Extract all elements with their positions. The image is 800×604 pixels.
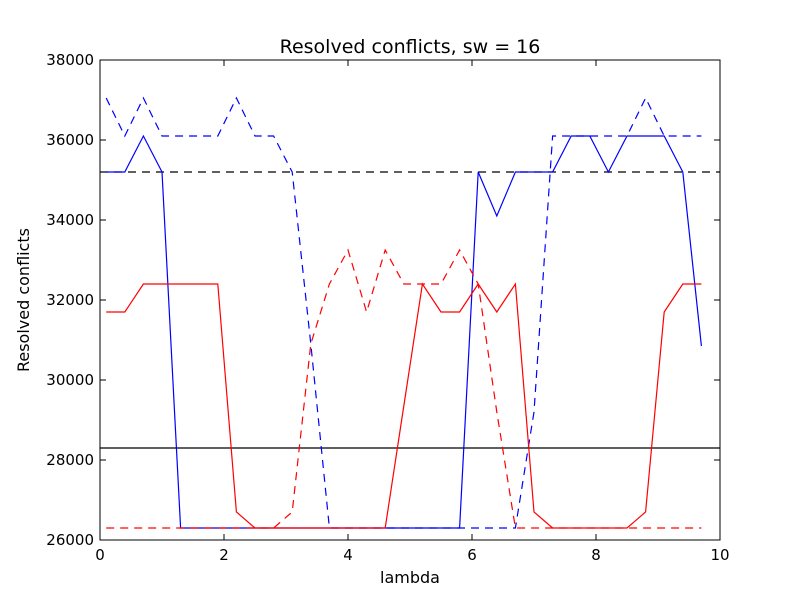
chart-title: Resolved conflicts, sw = 16: [280, 36, 541, 58]
plot-lines: [100, 96, 720, 529]
axis-ticks: 0 2 4 6 8 10 26000 28000 30000 32000 34000 36000 380…: [46, 51, 729, 564]
y-tick-label: 36000: [46, 131, 94, 149]
y-tick-label: 30000: [46, 371, 94, 389]
y-tick-label: 26000: [46, 531, 94, 549]
plot-area: [100, 96, 720, 529]
y-tick-label: 28000: [46, 451, 94, 469]
y-tick-label: 34000: [46, 211, 94, 229]
plot-frame: [99, 59, 721, 541]
series-line-2: [105, 96, 702, 529]
y-axis-label: Resolved conflicts: [14, 228, 33, 372]
x-tick-label: 2: [219, 546, 229, 564]
y-tick-label: 38000: [46, 51, 94, 69]
x-axis-label: lambda: [380, 568, 440, 587]
x-tick-label: 10: [710, 546, 729, 564]
y-tick-label: 32000: [46, 291, 94, 309]
series-line-4: [106, 248, 702, 529]
x-tick-label: 4: [343, 546, 353, 564]
x-tick-label: 8: [591, 546, 601, 564]
x-tick-label: 6: [467, 546, 477, 564]
x-tick-label: 0: [95, 546, 105, 564]
